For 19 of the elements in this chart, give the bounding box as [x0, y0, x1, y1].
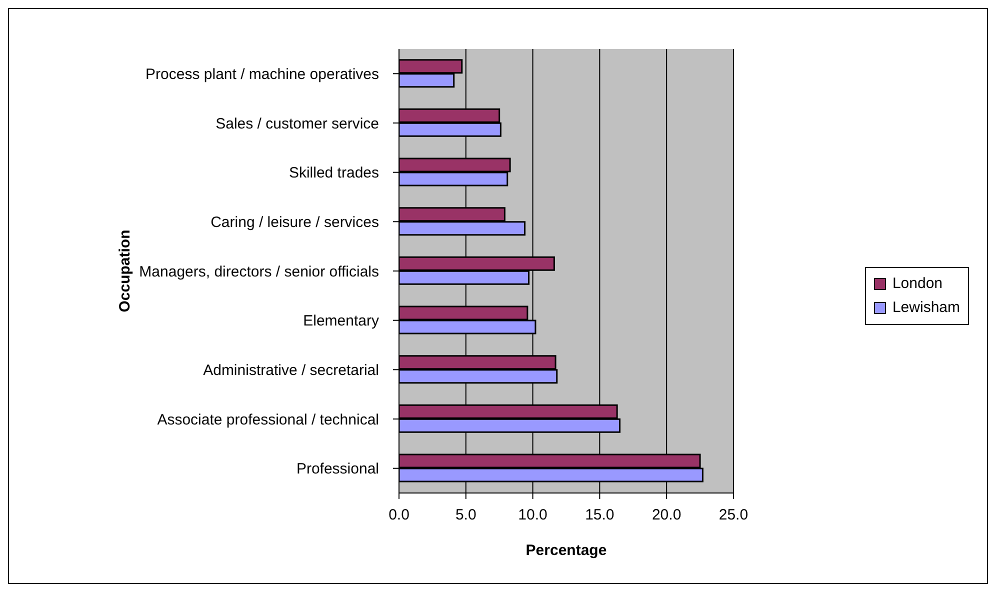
- y-axis-title: Occupation: [116, 230, 134, 312]
- y-tick-label: Managers, directors / senior officials: [139, 263, 379, 280]
- x-tick-label: 15.0: [585, 506, 614, 524]
- x-tick-label: 25.0: [718, 506, 748, 524]
- legend-label: London: [892, 274, 943, 294]
- y-tick-label: Administrative / secretarial: [203, 362, 379, 379]
- x-tick-label: 20.0: [652, 506, 682, 524]
- x-axis-title: Percentage: [526, 542, 607, 559]
- legend-label: Lewisham: [892, 298, 960, 318]
- y-tick-label: Elementary: [303, 312, 380, 330]
- y-tick-label: Associate professional / technical: [157, 411, 379, 428]
- y-tick-label: Skilled trades: [288, 164, 379, 182]
- y-tick-label: Caring / leisure / services: [210, 214, 379, 231]
- y-tick-label: Sales / customer service: [216, 115, 379, 132]
- x-tick-label: 10.0: [518, 506, 548, 524]
- y-tick-label: Professional: [296, 460, 379, 478]
- x-tick-label: 0.0: [388, 506, 410, 524]
- x-tick-label: 5.0: [455, 506, 476, 524]
- y-tick-label: Process plant / machine operatives: [146, 66, 379, 83]
